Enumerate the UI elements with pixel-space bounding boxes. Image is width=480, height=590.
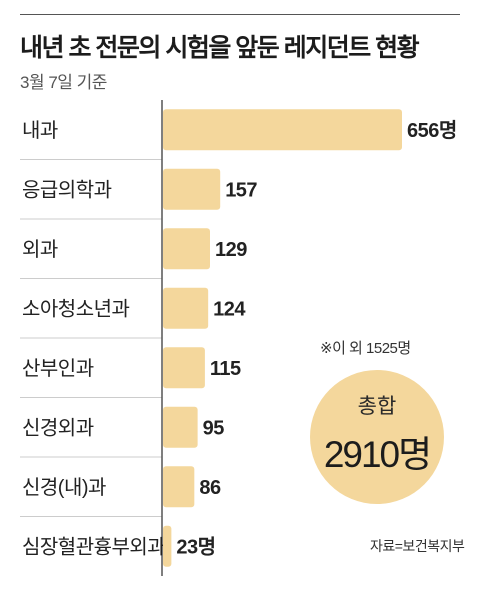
bar: [163, 347, 205, 389]
value-label: 656명: [407, 119, 457, 142]
top-rule: [20, 14, 460, 15]
value-label: 157: [225, 179, 257, 201]
category-label: 내과: [22, 119, 58, 142]
total-value: 2910명: [323, 434, 432, 475]
category-label: 심장혈관흉부외과: [22, 535, 165, 558]
chart-title: 내년 초 전문의 시험을 앞둔 레지던트 현황: [20, 34, 420, 62]
bar: [163, 525, 172, 567]
chart-subtitle: 3월 7일 기준: [20, 73, 107, 92]
category-label: 외과: [22, 238, 58, 261]
bar: [163, 228, 210, 270]
source-credit: 자료=보건복지부: [370, 538, 465, 554]
bar: [163, 466, 195, 508]
bar: [163, 168, 221, 210]
value-label: 129: [215, 239, 247, 261]
value-label: 86: [199, 477, 221, 499]
bar: [163, 406, 198, 448]
category-label: 산부인과: [22, 357, 94, 380]
category-label: 신경(내)과: [22, 476, 106, 499]
value-label: 23명: [176, 535, 215, 558]
bar: [163, 287, 209, 329]
total-circle: 총합 2910명: [310, 370, 444, 504]
category-label: 소아청소년과: [22, 297, 129, 320]
category-label: 신경외과: [22, 416, 94, 439]
bar: [163, 109, 402, 151]
footnote: ※이 외 1525명: [320, 340, 411, 357]
category-label: 응급의학과: [22, 178, 112, 201]
total-label: 총합: [357, 395, 397, 418]
value-label: 124: [213, 298, 246, 320]
value-label: 115: [210, 358, 241, 380]
value-label: 95: [203, 417, 225, 439]
